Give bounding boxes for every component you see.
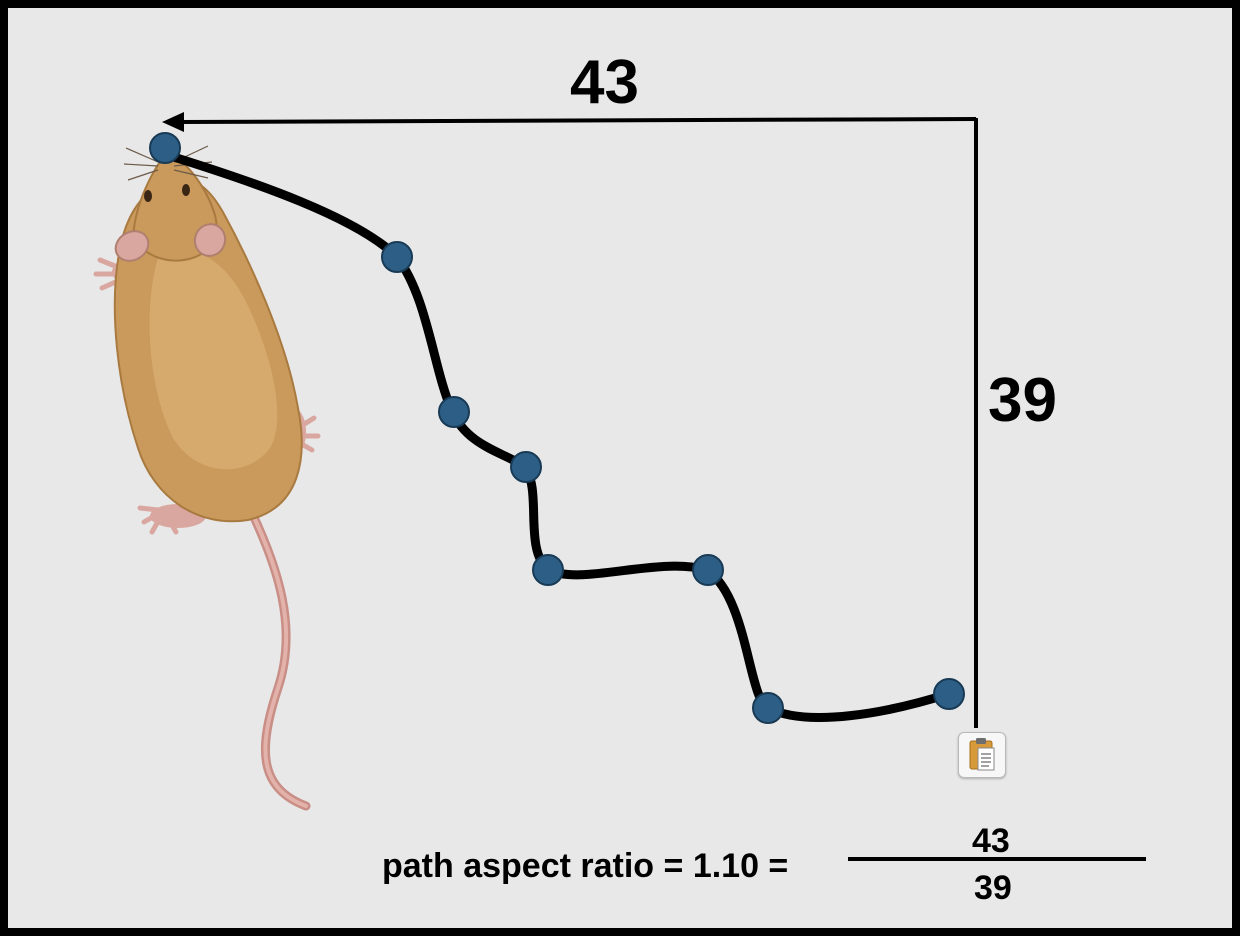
diagram-svg: [93, 112, 978, 811]
fraction-numerator: 43: [972, 822, 1010, 860]
waypoint: [933, 678, 965, 710]
aspect-ratio-formula: path aspect ratio = 1.10 =: [382, 847, 789, 885]
waypoint: [752, 692, 784, 724]
horizontal-extent-line: [179, 117, 977, 124]
fraction-denominator: 39: [974, 869, 1012, 907]
mouse-ear-right: [193, 223, 227, 257]
diagram-canvas: 43 39 path aspect ratio = 1.10 = 43 39: [8, 8, 1232, 928]
mouse-eye-right: [182, 184, 190, 196]
mouse-whiskers: [123, 145, 213, 181]
clipboard-icon: [969, 738, 995, 771]
mouse-tail: [247, 508, 311, 811]
waypoint: [510, 451, 542, 483]
arrowhead-icon: [162, 112, 184, 132]
fraction-bar: [848, 857, 1146, 861]
waypoint: [532, 554, 564, 586]
vertical-extent-label: 39: [988, 366, 1057, 435]
mouse-icon: [93, 145, 321, 811]
horizontal-extent-label: 43: [570, 48, 639, 117]
clipboard-button[interactable]: [958, 732, 1006, 778]
waypoint: [438, 396, 470, 428]
mouse-eye-left: [144, 190, 152, 202]
waypoint: [149, 132, 181, 164]
mouse-ear-left: [114, 230, 150, 262]
waypoint: [692, 554, 724, 586]
waypoint: [381, 241, 413, 273]
waypoints: [149, 132, 965, 724]
